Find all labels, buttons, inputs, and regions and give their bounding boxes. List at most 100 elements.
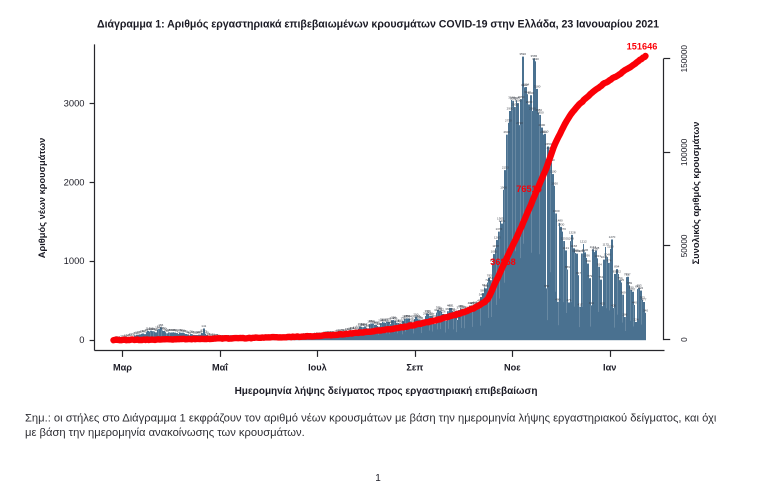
svg-text:0: 0	[680, 337, 689, 342]
svg-text:3204: 3204	[523, 83, 530, 87]
svg-text:622: 622	[638, 286, 643, 290]
svg-text:2100: 2100	[550, 170, 557, 174]
svg-text:31: 31	[129, 333, 133, 337]
svg-text:59: 59	[194, 331, 198, 335]
svg-text:177: 177	[399, 321, 404, 325]
svg-text:83: 83	[339, 329, 343, 333]
svg-text:73: 73	[204, 329, 208, 333]
svg-text:269: 269	[431, 314, 436, 318]
svg-text:67: 67	[191, 330, 195, 334]
svg-text:104: 104	[345, 327, 350, 331]
svg-text:214: 214	[394, 318, 399, 322]
svg-text:107: 107	[150, 327, 155, 331]
svg-text:19: 19	[124, 334, 128, 338]
svg-text:69: 69	[143, 330, 147, 334]
svg-text:443: 443	[472, 300, 477, 304]
svg-text:269: 269	[405, 314, 410, 318]
svg-text:88: 88	[173, 328, 177, 332]
svg-text:3113: 3113	[524, 90, 531, 94]
svg-text:440: 440	[632, 301, 637, 305]
svg-text:42: 42	[207, 332, 211, 336]
svg-text:167: 167	[362, 322, 367, 326]
svg-text:211: 211	[396, 319, 401, 323]
svg-text:1150: 1150	[607, 245, 614, 249]
svg-text:95: 95	[164, 328, 168, 332]
svg-text:377: 377	[461, 305, 466, 309]
svg-text:51: 51	[134, 331, 138, 335]
svg-text:724: 724	[485, 278, 490, 282]
svg-text:1250: 1250	[561, 237, 568, 241]
svg-text:70: 70	[189, 330, 193, 334]
svg-text:246: 246	[418, 316, 423, 320]
svg-text:63: 63	[197, 330, 201, 334]
svg-text:1370: 1370	[559, 227, 566, 231]
svg-text:224: 224	[633, 318, 638, 322]
svg-text:303: 303	[428, 311, 433, 315]
svg-text:33: 33	[132, 333, 136, 337]
svg-text:262: 262	[412, 315, 417, 319]
svg-text:1158: 1158	[571, 244, 578, 248]
svg-text:1158: 1158	[492, 244, 499, 248]
svg-text:67: 67	[186, 330, 190, 334]
svg-text:1370: 1370	[495, 227, 502, 231]
svg-text:342: 342	[434, 308, 439, 312]
svg-text:217: 217	[381, 318, 386, 322]
svg-text:1480: 1480	[556, 219, 563, 223]
svg-text:58: 58	[196, 331, 200, 335]
svg-text:30: 30	[213, 333, 217, 337]
svg-text:Αριθμός νέων κρουσμάτων: Αριθμός νέων κρουσμάτων	[37, 138, 47, 259]
svg-text:924: 924	[597, 262, 602, 266]
svg-text:833: 833	[613, 270, 618, 274]
svg-text:650: 650	[544, 284, 549, 288]
svg-text:Σημ.: οι στήλες στο Διάγραμμα: Σημ.: οι στήλες στο Διάγραμμα 1 εκφράζου…	[25, 413, 717, 425]
svg-text:653: 653	[637, 284, 642, 288]
svg-text:263: 263	[402, 315, 407, 319]
svg-text:1144: 1144	[590, 245, 597, 249]
svg-text:1175: 1175	[602, 243, 609, 247]
svg-text:400: 400	[611, 304, 616, 308]
svg-text:365: 365	[437, 306, 442, 310]
svg-text:156: 156	[158, 323, 163, 327]
svg-text:31: 31	[212, 333, 216, 337]
svg-text:197: 197	[367, 320, 372, 324]
svg-text:110: 110	[146, 327, 151, 331]
svg-text:63: 63	[199, 330, 203, 334]
svg-text:2720: 2720	[516, 121, 523, 125]
svg-text:206: 206	[410, 319, 415, 323]
svg-text:779: 779	[587, 274, 592, 278]
svg-text:2750: 2750	[505, 118, 512, 122]
svg-text:793: 793	[624, 273, 629, 277]
svg-text:832: 832	[616, 270, 621, 274]
svg-text:72: 72	[177, 330, 181, 334]
svg-text:630: 630	[629, 286, 634, 290]
svg-text:227: 227	[385, 317, 390, 321]
svg-text:725: 725	[619, 278, 624, 282]
svg-text:2900: 2900	[507, 107, 514, 111]
svg-text:1212: 1212	[580, 240, 587, 244]
svg-text:60: 60	[205, 331, 209, 335]
svg-text:298: 298	[423, 312, 428, 316]
svg-text:753: 753	[488, 276, 493, 280]
svg-text:689: 689	[627, 281, 632, 285]
svg-text:36858: 36858	[490, 257, 516, 267]
svg-text:1128: 1128	[593, 246, 600, 250]
svg-text:88: 88	[181, 328, 185, 332]
svg-text:143: 143	[366, 324, 371, 328]
svg-text:29: 29	[210, 333, 214, 337]
svg-text:164: 164	[377, 322, 382, 326]
svg-text:203: 203	[397, 319, 402, 323]
svg-text:91: 91	[167, 328, 171, 332]
svg-text:76515: 76515	[516, 184, 542, 194]
svg-text:390: 390	[460, 305, 465, 309]
svg-text:116: 116	[350, 326, 355, 330]
svg-text:3530: 3530	[532, 57, 539, 61]
svg-text:196: 196	[388, 320, 393, 324]
svg-text:102: 102	[152, 327, 157, 331]
svg-text:761: 761	[598, 275, 603, 279]
svg-text:238: 238	[401, 316, 406, 320]
svg-text:83: 83	[175, 329, 179, 333]
svg-text:88: 88	[169, 328, 173, 332]
svg-text:2610: 2610	[542, 130, 549, 134]
svg-text:1263: 1263	[494, 236, 501, 240]
svg-text:88: 88	[178, 328, 182, 332]
